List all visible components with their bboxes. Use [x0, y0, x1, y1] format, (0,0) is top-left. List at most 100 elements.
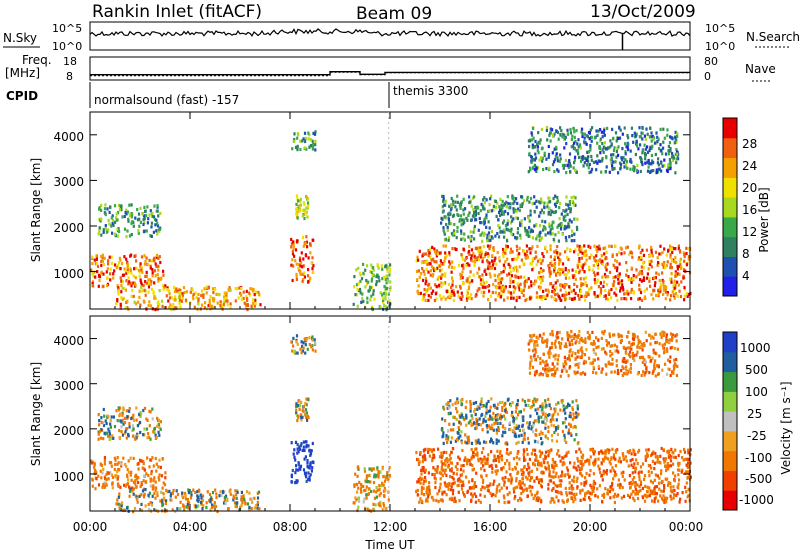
- echo-cell: [586, 163, 588, 166]
- echo-cell: [488, 209, 490, 212]
- echo-cell: [377, 263, 379, 266]
- echo-cell: [500, 467, 502, 470]
- echo-cell: [478, 288, 480, 291]
- echo-cell: [137, 462, 139, 465]
- echo-cell: [135, 406, 137, 409]
- echo-cell: [528, 277, 530, 280]
- echo-cell: [131, 289, 133, 292]
- echo-cell: [550, 228, 552, 231]
- echo-cell: [303, 405, 305, 408]
- echo-cell: [490, 275, 492, 278]
- echo-cell: [429, 262, 431, 265]
- echo-cell: [494, 279, 496, 282]
- echo-cell: [541, 147, 543, 150]
- echo-cell: [618, 478, 620, 481]
- echo-cell: [107, 415, 109, 418]
- echo-cell: [436, 285, 438, 288]
- echo-cell: [98, 419, 100, 422]
- echo-cell: [502, 478, 504, 481]
- echo-cell: [555, 403, 557, 406]
- echo-cell: [460, 229, 462, 232]
- echo-cell: [298, 450, 300, 453]
- echo-cell: [534, 210, 536, 213]
- echo-cell: [120, 267, 122, 270]
- echo-cell: [474, 448, 476, 451]
- echo-cell: [129, 267, 131, 270]
- echo-cell: [579, 270, 581, 273]
- echo-cell: [381, 482, 383, 485]
- echo-cell: [187, 498, 189, 501]
- echo-cell: [631, 267, 633, 270]
- echo-cell: [551, 424, 553, 427]
- echo-cell: [618, 460, 620, 463]
- echo-cell: [565, 239, 567, 242]
- echo-cell: [562, 233, 564, 236]
- echo-cell: [146, 229, 148, 232]
- echo-cell: [143, 254, 145, 257]
- echo-cell: [111, 262, 113, 265]
- echo-cell: [376, 496, 378, 499]
- echo-cell: [573, 476, 575, 479]
- echo-cell: [649, 170, 651, 173]
- echo-cell: [470, 230, 472, 233]
- echo-cell: [152, 274, 154, 277]
- echo-cell: [672, 485, 674, 488]
- echo-cell: [649, 147, 651, 150]
- echo-cell: [669, 266, 671, 269]
- echo-cell: [361, 297, 363, 300]
- echo-cell: [420, 292, 422, 295]
- echo-cell: [162, 457, 164, 460]
- echo-cell: [572, 500, 574, 503]
- echo-cell: [146, 205, 148, 208]
- echo-cell: [522, 474, 524, 477]
- echo-cell: [534, 419, 536, 422]
- echo-cell: [493, 205, 495, 208]
- echo-cell: [140, 286, 142, 289]
- echo-cell: [182, 297, 184, 300]
- echo-cell: [648, 280, 650, 283]
- echo-cell: [565, 236, 567, 239]
- echo-cell: [240, 499, 242, 502]
- echo-cell: [535, 456, 537, 459]
- echo-cell: [484, 286, 486, 289]
- echo-cell: [456, 208, 458, 211]
- echo-cell: [629, 496, 631, 499]
- echo-cell: [663, 289, 665, 292]
- echo-cell: [649, 263, 651, 266]
- echo-cell: [651, 145, 653, 148]
- echo-cell: [573, 142, 575, 145]
- echo-cell: [546, 129, 548, 132]
- echo-cell: [564, 164, 566, 167]
- echo-cell: [145, 294, 147, 297]
- echo-cell: [461, 223, 463, 226]
- nsearch-label: N.Search: [746, 30, 800, 44]
- echo-cell: [148, 285, 150, 288]
- echo-cell: [530, 284, 532, 287]
- echo-cell: [571, 496, 573, 499]
- echo-cell: [638, 245, 640, 248]
- echo-cell: [476, 451, 478, 454]
- echo-cell: [92, 284, 94, 287]
- echo-cell: [142, 212, 144, 215]
- echo-cell: [570, 210, 572, 213]
- echo-cell: [512, 217, 514, 220]
- echo-cell: [417, 259, 419, 262]
- echo-cell: [305, 440, 307, 443]
- echo-cell: [226, 292, 228, 295]
- echo-cell: [519, 265, 521, 268]
- echo-cell: [448, 488, 450, 491]
- echo-cell: [442, 296, 444, 299]
- echo-cell: [535, 156, 537, 159]
- echo-cell: [651, 453, 653, 456]
- echo-cell: [159, 228, 161, 231]
- echo-cell: [451, 467, 453, 470]
- date-label: 13/Oct/2009: [590, 2, 696, 22]
- echo-cell: [482, 447, 484, 450]
- echo-cell: [180, 501, 182, 504]
- echo-cell: [423, 454, 425, 457]
- echo-cell: [663, 247, 665, 250]
- echo-cell: [148, 410, 150, 413]
- echo-cell: [626, 459, 628, 462]
- echo-cell: [678, 273, 680, 276]
- echo-cell: [625, 261, 627, 264]
